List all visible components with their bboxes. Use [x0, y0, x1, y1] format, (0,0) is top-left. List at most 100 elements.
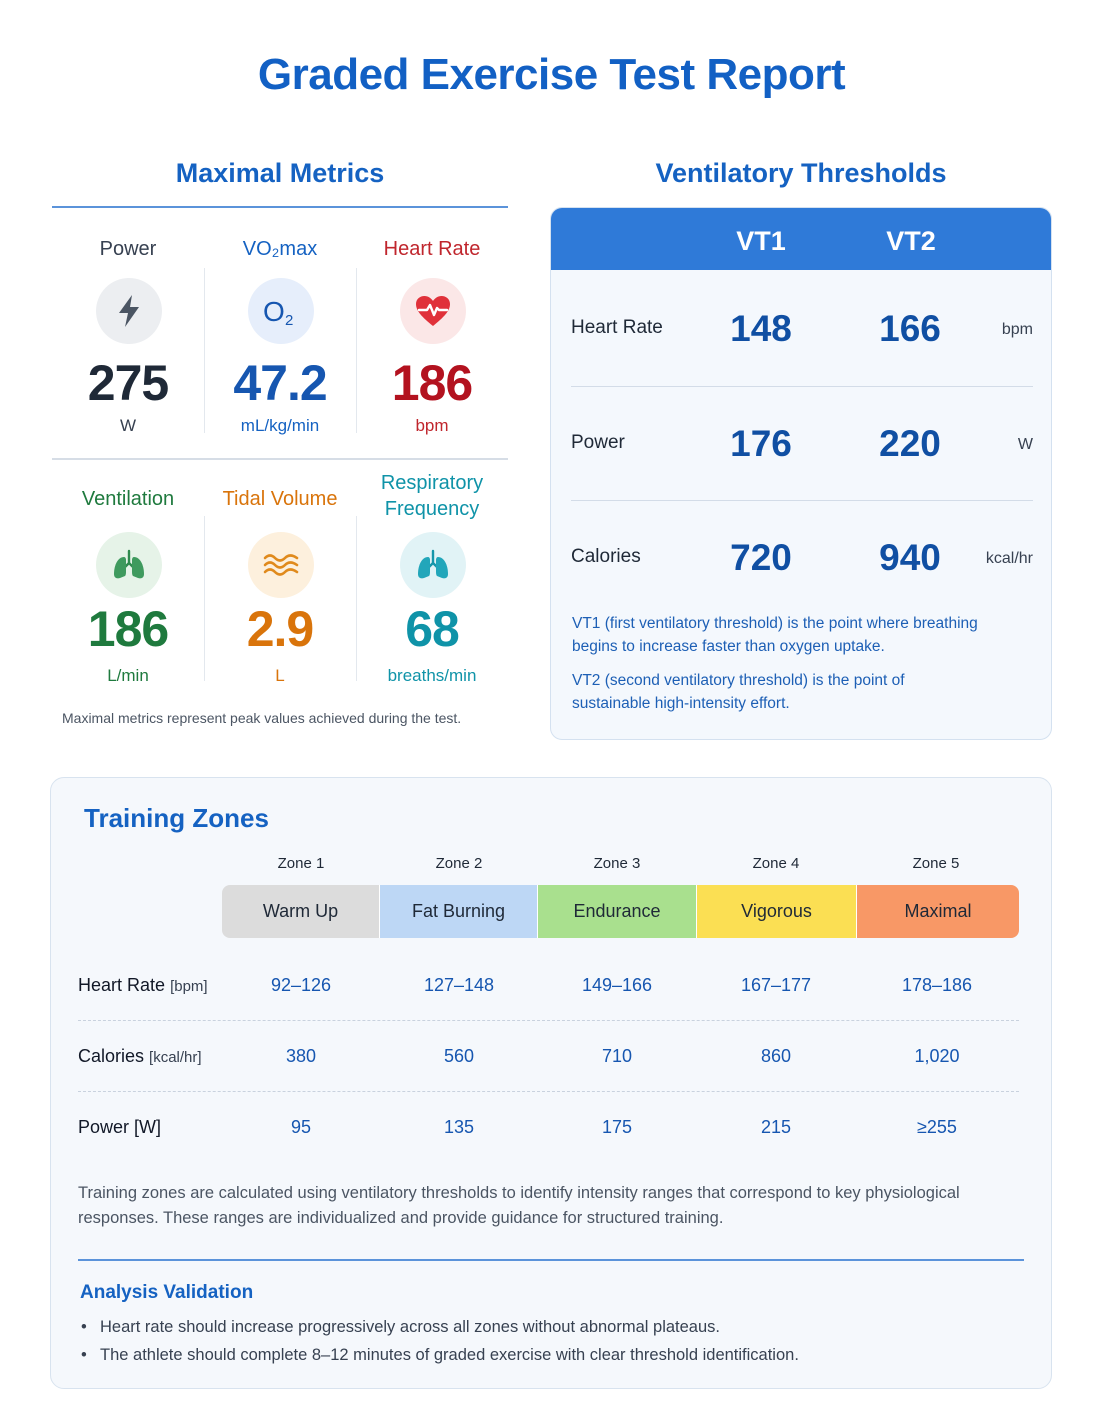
zone-warm-up: Warm Up [222, 885, 380, 938]
maximal-metrics-heading: Maximal Metrics [175, 158, 385, 188]
zone-number: Zone 3 [593, 855, 641, 872]
vt1-value: 720 [730, 537, 792, 578]
metrics-row-2: Ventilation 186 L/min Tidal Volume 2.9 L… [52, 460, 508, 702]
zone-value: ≥255 [917, 1117, 957, 1137]
zone-row-divider [78, 1020, 1019, 1021]
threshold-row-label: Heart Rate [571, 317, 663, 338]
vt2-explanation: VT2 (second ventilatory threshold) is th… [572, 672, 905, 712]
zone-value: 127–148 [423, 975, 495, 995]
validation-list: Heart rate should increase progressively… [80, 1313, 799, 1369]
vt1-explanation: VT1 (first ventilatory threshold) is the… [572, 615, 978, 655]
metric-label: VO₂max [242, 238, 318, 260]
lungs-icon [400, 532, 466, 598]
zone-row-unit: [bpm] [170, 978, 208, 995]
metric-label: Power [99, 238, 157, 260]
metric-unit: breaths/min [387, 666, 477, 685]
metric-label: Tidal Volume [222, 488, 338, 510]
zone-row-label-text: Heart Rate [78, 975, 166, 995]
zone-row-heart-rate: Heart Rate [bpm] 92–126 127–148 149–166 … [78, 975, 1019, 1045]
zone-value: 1,020 [914, 1046, 960, 1066]
threshold-row-calories: Calories 720 940 kcal/hr [571, 500, 1033, 614]
zone-value: 860 [760, 1046, 792, 1066]
zone-number: Zone 2 [435, 855, 483, 872]
zone-row-power: Power [W] 95 135 175 215 ≥255 [78, 1117, 1019, 1187]
metric-power: Power 275 W [52, 212, 204, 458]
threshold-row-divider [571, 386, 1033, 387]
metric-tidal-volume: Tidal Volume 2.9 L [204, 460, 356, 702]
metric-heart-rate: Heart Rate 186 bpm [356, 212, 508, 458]
heart-pulse-icon [400, 278, 466, 344]
metric-unit: L [275, 666, 285, 685]
zone-color-bar: Warm Up Fat Burning Endurance Vigorous M… [222, 885, 1019, 938]
threshold-unit: bpm [1001, 321, 1033, 338]
threshold-unit: kcal/hr [985, 550, 1033, 567]
metric-label-line: Frequency [384, 498, 480, 520]
metric-value: 68 [405, 601, 460, 657]
metric-value: 2.9 [246, 601, 315, 657]
zone-value: 215 [760, 1117, 792, 1137]
maximal-metrics-divider [52, 206, 508, 208]
zone-row-label: Power [W] [78, 1117, 162, 1137]
zone-row-label-text: Calories [78, 1046, 145, 1066]
zone-value: 380 [285, 1046, 317, 1066]
zone-number: Zone 5 [912, 855, 960, 872]
training-zones-card: Training Zones Zone 1 Zone 2 Zone 3 Zone… [50, 777, 1052, 1389]
threshold-row-label: Calories [571, 546, 641, 567]
zone-row-label: Heart Rate [bpm] [78, 975, 208, 996]
zone-value: 92–126 [270, 975, 332, 995]
metric-label: Ventilation [81, 488, 175, 510]
metric-value: 186 [87, 601, 169, 657]
thresholds-header: VT1 VT2 [551, 208, 1051, 270]
threshold-row-heart-rate: Heart Rate 148 166 bpm [571, 270, 1033, 384]
threshold-row-label: Power [571, 432, 625, 453]
zone-value: 560 [443, 1046, 475, 1066]
metric-unit: mL/kg/min [240, 416, 320, 435]
vt2-value: 166 [879, 308, 941, 349]
zone-value: 175 [601, 1117, 633, 1137]
zone-vigorous: Vigorous [697, 885, 857, 938]
metrics-row-divider [52, 458, 508, 460]
zone-value: 167–177 [740, 975, 812, 995]
zone-maximal: Maximal [857, 885, 1019, 938]
analysis-validation-heading: Analysis Validation [80, 1282, 254, 1303]
vt1-value: 148 [730, 308, 792, 349]
zone-fat-burning: Fat Burning [380, 885, 538, 938]
zone-row-calories: Calories [kcal/hr] 380 560 710 860 1,020 [78, 1046, 1019, 1116]
maximal-metrics-note: Maximal metrics represent peak values ac… [62, 710, 462, 726]
metric-value: 186 [391, 355, 473, 411]
metric-label: Heart Rate [383, 238, 481, 260]
svg-text:2: 2 [285, 312, 293, 328]
svg-text:O: O [263, 296, 285, 327]
vt2-value: 940 [879, 537, 941, 578]
vt1-column-header: VT1 [736, 226, 786, 256]
training-zones-heading: Training Zones [84, 803, 269, 833]
metric-unit: L/min [107, 666, 149, 685]
validation-item: Heart rate should increase progressively… [80, 1313, 799, 1341]
ventilatory-thresholds-card: VT1 VT2 Heart Rate 148 166 bpm Power 176… [550, 207, 1052, 740]
metric-value: 47.2 [233, 355, 327, 411]
vt2-value: 220 [879, 423, 941, 464]
metric-label-line: Respiratory [380, 472, 484, 494]
validation-divider [78, 1259, 1024, 1261]
lungs-icon [96, 532, 162, 598]
ventilatory-thresholds-heading: Ventilatory Thresholds [655, 158, 947, 188]
waves-icon [248, 532, 314, 598]
lightning-bolt-icon [96, 278, 162, 344]
zone-number: Zone 4 [752, 855, 800, 872]
metric-value: 275 [87, 355, 169, 411]
zone-row-unit: [kcal/hr] [149, 1049, 202, 1066]
zone-value: 710 [601, 1046, 633, 1066]
metric-unit: bpm [415, 416, 449, 435]
zone-row-label: Calories [kcal/hr] [78, 1046, 202, 1067]
training-zones-description: Training zones are calculated using vent… [78, 1184, 960, 1227]
threshold-unit: W [1017, 436, 1033, 453]
vt2-column-header: VT2 [886, 226, 936, 256]
zone-row-divider [78, 1091, 1019, 1092]
zone-value: 178–186 [901, 975, 973, 995]
zone-value: 135 [443, 1117, 475, 1137]
metric-unit: W [119, 416, 137, 435]
report-title: Graded Exercise Test Report [257, 50, 846, 99]
